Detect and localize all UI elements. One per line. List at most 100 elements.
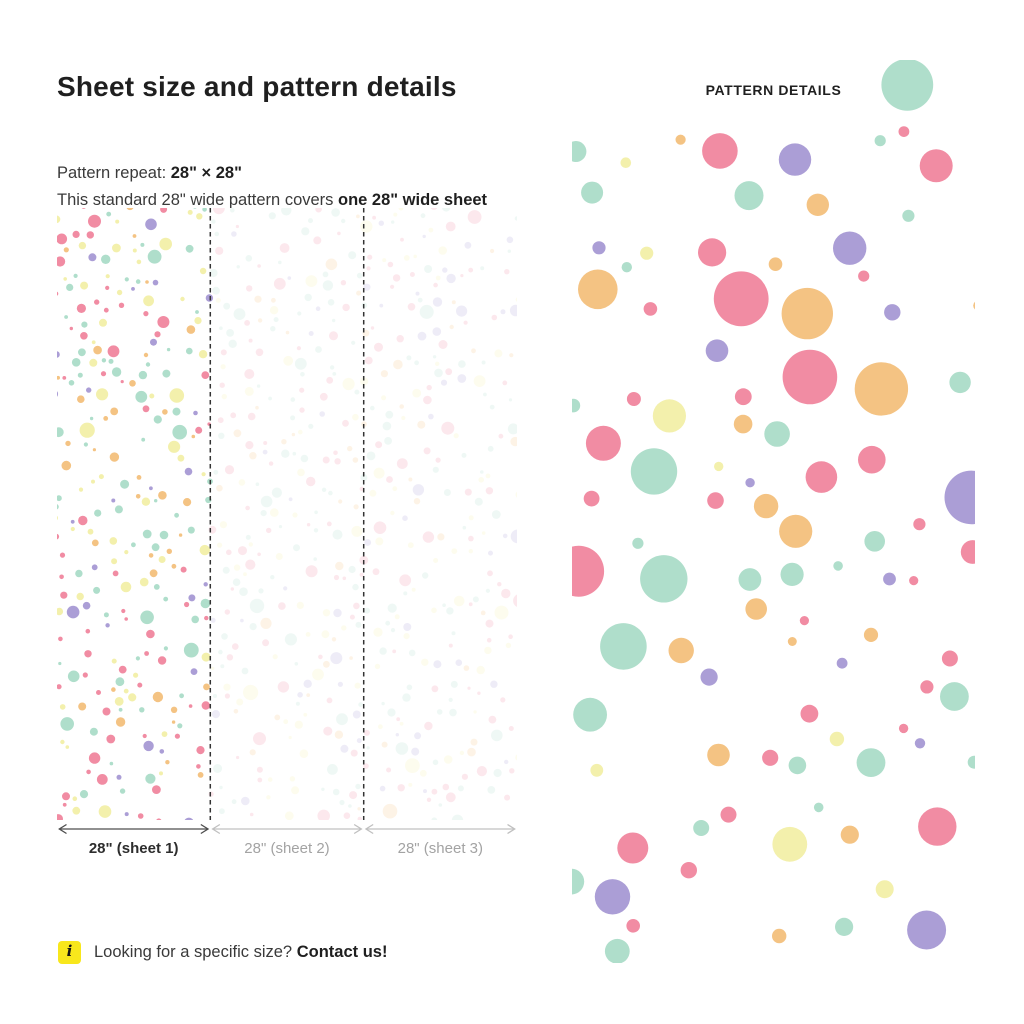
contact-row: i Looking for a specific size? Contact u… <box>58 941 387 964</box>
pattern-dot <box>301 227 310 236</box>
pattern-dot <box>57 391 59 397</box>
pattern-dot <box>331 637 337 642</box>
pattern-dot <box>379 785 386 792</box>
pattern-dot <box>96 690 101 695</box>
pattern-dot <box>235 224 239 229</box>
pattern-dot <box>348 251 357 260</box>
pattern-dot <box>333 450 338 456</box>
pattern-dot <box>180 296 185 302</box>
pattern-dot <box>236 698 244 706</box>
pattern-dot <box>129 380 136 387</box>
pattern-dot <box>201 701 210 710</box>
pattern-dot <box>57 814 63 820</box>
pattern-dot <box>464 241 472 249</box>
pattern-dot <box>136 259 142 265</box>
pattern-dot <box>143 311 149 317</box>
pattern-dot <box>432 297 443 307</box>
pattern-dot <box>423 789 427 794</box>
pattern-dot <box>592 241 606 255</box>
pattern-dot <box>920 680 934 694</box>
pattern-dot <box>236 265 240 269</box>
pattern-dot <box>734 181 764 211</box>
pattern-dot <box>57 375 60 380</box>
pattern-dot <box>178 533 183 537</box>
pattern-dot <box>57 427 64 438</box>
pattern-dot <box>78 515 88 526</box>
pattern-dot <box>640 555 688 603</box>
pattern-dot <box>299 407 305 413</box>
pattern-dot <box>442 267 448 273</box>
pattern-dot <box>93 345 102 355</box>
pattern-dot <box>230 412 237 419</box>
pattern-dot <box>393 212 398 217</box>
pattern-dot <box>372 215 376 220</box>
pattern-dot <box>215 246 224 255</box>
pattern-dot <box>488 715 497 724</box>
pattern-dot <box>799 616 809 626</box>
pattern-dot <box>148 553 154 558</box>
pattern-dot <box>57 215 61 224</box>
pattern-dot <box>458 360 466 368</box>
pattern-dot <box>349 656 353 660</box>
pattern-dot <box>733 414 753 434</box>
pattern-dot <box>360 220 373 233</box>
contact-us-link[interactable]: Contact us! <box>296 943 388 961</box>
pattern-dot <box>147 249 162 264</box>
pattern-dot <box>468 549 473 554</box>
pattern-dot <box>135 390 148 403</box>
pattern-dot <box>118 302 125 308</box>
pattern-dot <box>509 353 514 358</box>
pattern-dot <box>428 227 434 233</box>
pattern-dot <box>79 790 89 799</box>
pattern-dot <box>73 273 78 278</box>
pattern-dot <box>172 407 181 416</box>
pattern-dot <box>313 236 322 245</box>
pattern-dot <box>275 553 283 560</box>
pattern-dot <box>413 254 418 259</box>
sheet-diagram <box>57 208 517 820</box>
pattern-dot <box>273 317 279 323</box>
pattern-dot <box>308 331 314 336</box>
pattern-dot <box>508 726 514 731</box>
pattern-dot <box>328 490 333 496</box>
pattern-dot <box>367 254 373 260</box>
pattern-dot <box>474 497 483 506</box>
pattern-dot <box>836 657 848 669</box>
pattern-dot <box>431 817 438 820</box>
pattern-dot <box>436 709 443 715</box>
pattern-dot <box>57 291 59 296</box>
pattern-dot <box>337 681 343 687</box>
pattern-dot <box>359 572 364 577</box>
pattern-dot <box>322 609 331 617</box>
pattern-dot <box>244 369 255 379</box>
pattern-dot <box>332 318 336 323</box>
pattern-dot <box>440 379 448 386</box>
pattern-dot <box>322 271 329 278</box>
pattern-dot <box>373 627 383 637</box>
pattern-dot <box>60 717 74 731</box>
pattern-dot <box>253 732 266 746</box>
pattern-dot <box>217 542 223 548</box>
pattern-dot <box>80 332 88 340</box>
pattern-dot <box>472 596 479 603</box>
pattern-dot <box>354 682 361 689</box>
pattern-dot <box>451 548 458 554</box>
pattern-dot <box>382 258 387 263</box>
pattern-dot <box>62 802 67 807</box>
pattern-dot <box>384 437 392 445</box>
pattern-dot <box>491 729 503 742</box>
pattern-dot <box>413 498 421 505</box>
pattern-dot <box>335 561 344 571</box>
pattern-dot <box>835 917 854 937</box>
pattern-dot <box>432 327 442 336</box>
pattern-dot <box>358 702 363 707</box>
pattern-dot <box>60 591 68 599</box>
pattern-dot <box>233 564 241 571</box>
pattern-dot <box>513 594 517 607</box>
pattern-dot <box>463 320 468 325</box>
pattern-dot <box>152 785 161 794</box>
contact-text: Looking for a specific size? Contact us! <box>94 943 387 962</box>
pattern-dot <box>247 412 256 421</box>
pattern-dot <box>919 149 953 183</box>
pattern-dot <box>355 621 362 628</box>
